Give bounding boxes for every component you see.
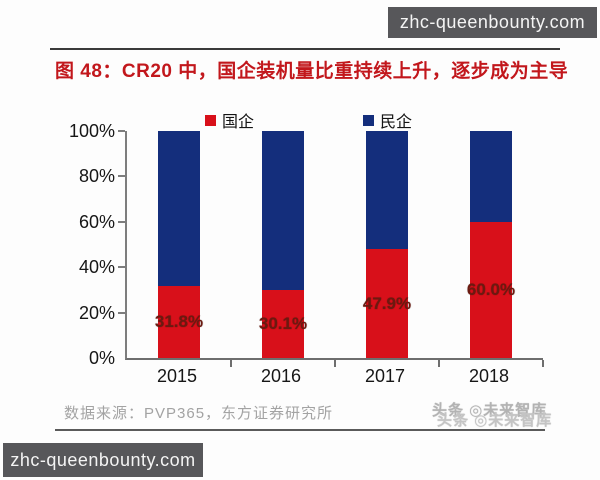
x-axis-tick <box>542 360 544 367</box>
y-axis-tick <box>118 311 125 314</box>
plot-area: 31.8% 30.1% 47.9% 60.0% <box>118 130 544 367</box>
ghost-watermark-back: 头条 ◎未来智库 <box>432 402 548 419</box>
x-axis-category-label: 2018 <box>468 366 510 386</box>
bar-segment-poe-2015 <box>158 131 200 286</box>
legend-item-poe: 民企 <box>363 108 412 132</box>
watermark-site-bottom-text: zhc-queenbounty.com <box>10 449 196 470</box>
watermark-site-bottom: zhc-queenbounty.com <box>3 443 203 477</box>
ghost-watermark-front: 头条 ◎未来智库 <box>437 412 553 429</box>
bar-segment-soe-2016 <box>262 289 304 358</box>
bar-value-label-2016: 30.1% <box>258 313 308 333</box>
bar-segment-poe-2016 <box>262 131 304 290</box>
data-source-note: 数据来源：PVP365，东方证券研究所 <box>64 405 334 422</box>
legend-item-soe: 国企 <box>205 108 254 132</box>
figure-top-rule <box>50 48 560 50</box>
y-axis-tick-label: 0% <box>88 348 115 368</box>
x-axis-category-label: 2017 <box>364 366 406 386</box>
y-axis-tick-label: 80% <box>78 166 115 187</box>
legend-swatch-poe-icon <box>363 114 374 126</box>
y-axis-tick-label: 100% <box>68 121 115 141</box>
y-axis-tick-label: 60% <box>78 211 115 232</box>
y-axis-tick <box>118 220 125 223</box>
bar-segment-soe-2015 <box>158 285 200 358</box>
y-axis-tick-label: 40% <box>78 257 115 278</box>
bar-segment-poe-2017 <box>366 131 408 250</box>
y-axis-tick <box>118 130 125 132</box>
legend-label-poe: 民企 <box>380 114 413 131</box>
legend-swatch-soe-icon <box>205 114 216 126</box>
figure-bottom-rule <box>55 429 545 431</box>
watermark-site-top: zhc-queenbounty.com <box>388 7 597 38</box>
legend-label-soe: 国企 <box>222 114 255 131</box>
x-axis-tick <box>334 360 336 367</box>
bar-segment-poe-2018 <box>470 131 512 222</box>
figure-title: 图 48：CR20 中，国企装机量比重持续上升，逐步成为主导 <box>55 61 569 82</box>
watermark-site-top-text: zhc-queenbounty.com <box>399 12 586 32</box>
bar-segment-soe-2017 <box>366 249 408 358</box>
x-axis-category-label: 2015 <box>156 366 198 386</box>
bar-value-label-2015: 31.8% <box>154 311 204 331</box>
x-axis-tick <box>230 360 232 367</box>
bar-value-label-2017: 47.9% <box>362 293 412 313</box>
bar-segment-soe-2018 <box>470 221 512 358</box>
x-axis-category-label: 2016 <box>260 366 302 386</box>
y-axis-tick <box>118 266 125 269</box>
y-axis-tick <box>118 175 125 178</box>
x-axis-tick <box>438 360 440 367</box>
y-axis-tick-label: 20% <box>78 302 115 323</box>
bar-value-label-2018: 60.0% <box>466 279 516 299</box>
